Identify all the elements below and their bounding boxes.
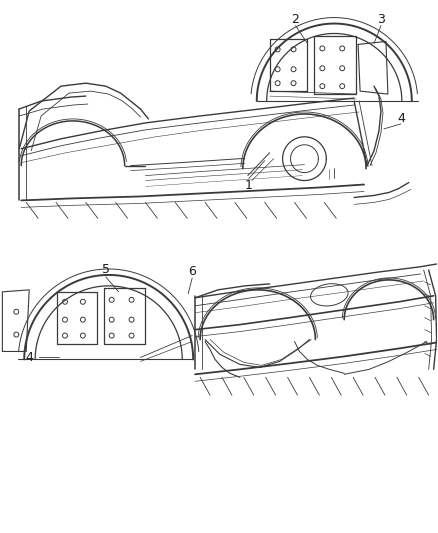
Text: 4: 4 — [25, 351, 33, 364]
Text: 5: 5 — [102, 263, 110, 277]
Text: 4: 4 — [397, 112, 405, 125]
Text: 2: 2 — [292, 13, 300, 26]
Text: 6: 6 — [188, 265, 196, 278]
Text: 3: 3 — [377, 13, 385, 26]
Text: 1: 1 — [245, 179, 253, 192]
